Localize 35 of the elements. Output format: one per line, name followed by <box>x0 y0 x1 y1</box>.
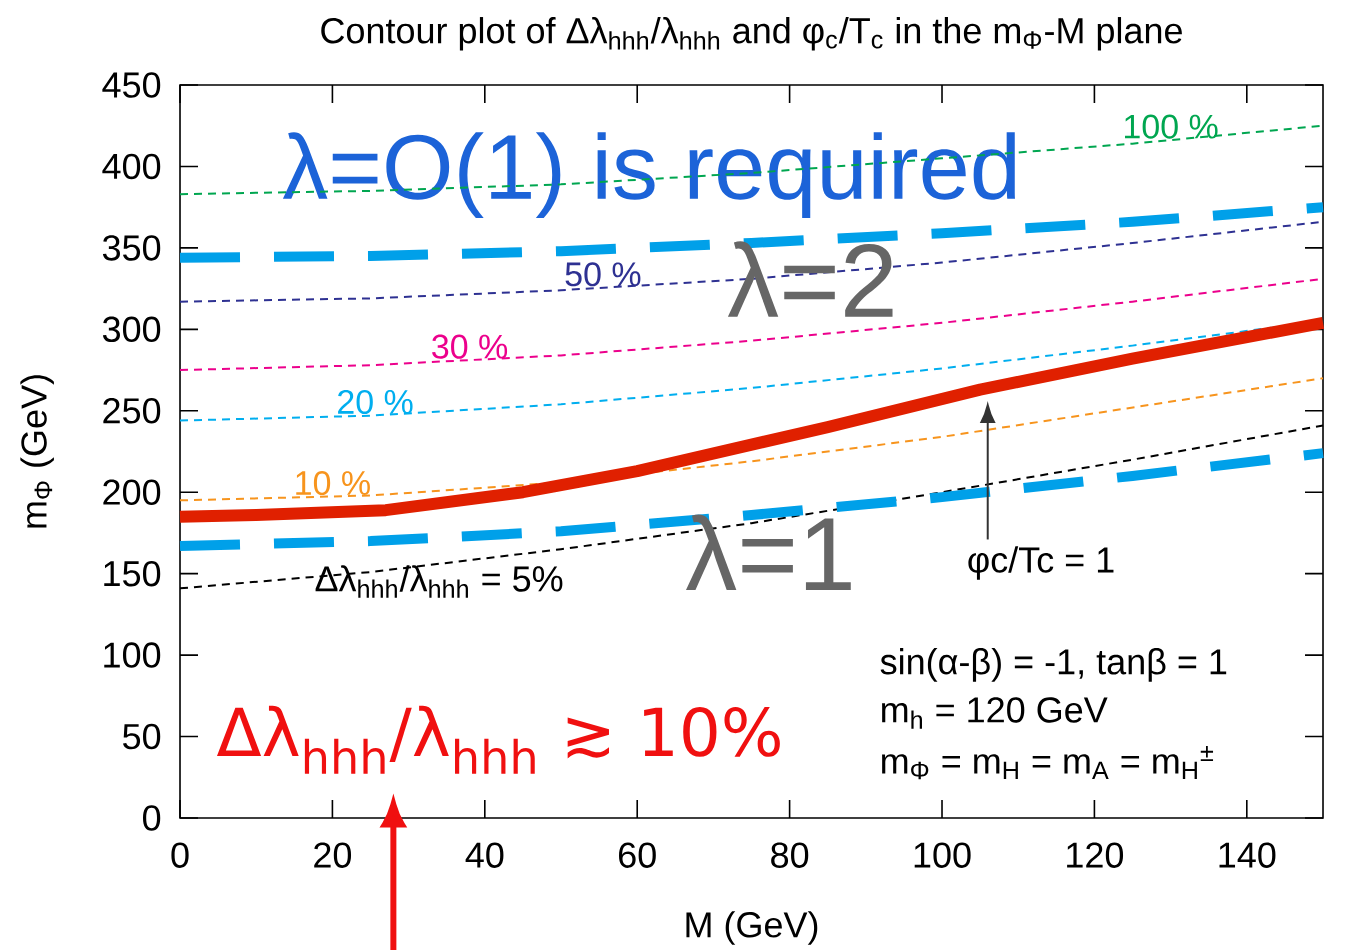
series-label: 50 % <box>565 262 641 287</box>
y-tick-label: 100 <box>104 642 161 668</box>
series-label: λ=2 <box>727 241 893 317</box>
y-tick-label: 0 <box>143 805 161 831</box>
annotation: sin(α-β) = -1, tanβ = 1 <box>880 648 1227 682</box>
series-label: 30 % <box>432 334 508 359</box>
y-tick-label: 400 <box>102 153 161 180</box>
x-tick-label: 40 <box>465 842 504 868</box>
y-tick-label: 250 <box>103 398 161 424</box>
series-label: 10 % <box>296 470 370 496</box>
x-tick-label: 120 <box>1067 842 1124 868</box>
series-label: 20 % <box>338 389 413 415</box>
y-tick-label: 50 <box>123 723 161 750</box>
x-tick-label: 60 <box>619 842 656 868</box>
y-tick-label: 300 <box>102 316 161 343</box>
y-axis-title: m$_{Φ}$ (GeV) <box>20 375 54 528</box>
annotation: Δλ$_{hhh}$/λ$_{hhh}$ ≳ 10% <box>216 705 780 774</box>
annotation: λ=O(1) is required <box>282 132 1016 218</box>
series-label: Δλ$_{hhh}$/λ$_{hhh}$ = 5% <box>315 565 563 598</box>
y-tick-label: 150 <box>104 560 161 587</box>
annotation: m$_{h}$ = 120 GeV <box>882 697 1108 729</box>
text: m$_{Φ}$ = m$_{H}$ = m$_{A}$ = m$_{H}$± <box>882 746 1214 780</box>
series-label: 100 % <box>1125 114 1218 139</box>
series-label: λ=1 <box>686 514 851 590</box>
x-tick-label: 140 <box>1219 842 1276 868</box>
x-tick-label: 80 <box>771 842 809 868</box>
x-tick-label: 20 <box>314 842 352 868</box>
x-axis-title: M (GeV) <box>686 911 818 945</box>
y-tick-label: 350 <box>102 235 161 261</box>
annotation: φc/Tc = 1 <box>968 546 1114 580</box>
x-tick-label: 100 <box>914 842 971 868</box>
y-tick-label: 200 <box>103 479 161 505</box>
chart-title: Contour plot of Δλ$_{hhh}$/λ$_{hhh}$ and φ$_{c}$/T$_{c}$ in the m$_{Φ}$-M plane <box>321 17 1182 51</box>
y-tick-label: 450 <box>102 72 161 98</box>
x-tick-label: 0 <box>171 842 189 868</box>
